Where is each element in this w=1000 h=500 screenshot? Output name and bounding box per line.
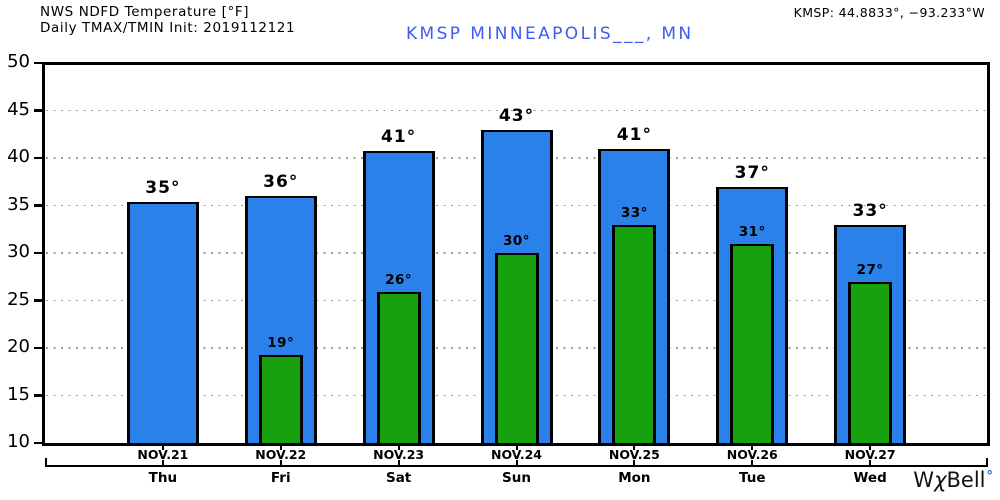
tmax-bar [127, 202, 199, 443]
y-axis-label: 50 [0, 52, 30, 72]
tmin-bar [495, 253, 539, 443]
y-axis-tick [34, 442, 43, 445]
day-axis-endcap-left [45, 458, 47, 467]
x-axis-day-label: Sat [354, 471, 444, 486]
day-axis-line [45, 465, 988, 467]
tmin-bar [377, 292, 421, 443]
tmax-value-label: 41° [594, 126, 674, 145]
tmin-value-label: 27° [830, 263, 910, 278]
tmin-bar [848, 282, 892, 444]
tmax-value-label: 41° [359, 128, 439, 147]
y-axis-tick [34, 299, 43, 302]
logo-suffix: Bell [947, 468, 986, 492]
y-axis-tick [34, 394, 43, 397]
plot-layer: 10152025303540455035°NOV.21Thu36°19°NOV.… [0, 0, 1000, 500]
x-axis-day-label: Tue [707, 471, 797, 486]
y-axis-tick [34, 109, 43, 112]
y-axis-label: 15 [0, 385, 30, 405]
forecast-chart: NWS NDFD Temperature [°F] Daily TMAX/TMI… [0, 0, 1000, 500]
tmax-value-label: 33° [830, 202, 910, 221]
y-axis-label: 10 [0, 432, 30, 452]
x-axis-day-label: Sun [472, 471, 562, 486]
tmax-value-label: 35° [123, 179, 203, 198]
y-axis-label: 20 [0, 337, 30, 357]
wxbell-logo: WχBell° [880, 468, 992, 492]
tmin-bar [730, 244, 774, 444]
y-axis-tick [34, 347, 43, 350]
x-axis-day-label: Mon [589, 471, 679, 486]
logo-degree-icon: ° [987, 469, 994, 484]
tmin-bar [259, 355, 303, 443]
x-axis-day-label: Thu [118, 471, 208, 486]
day-axis-endcap-right [986, 458, 988, 467]
logo-chi: χ [934, 468, 946, 492]
tmin-value-label: 33° [594, 206, 674, 221]
y-axis-label: 45 [0, 100, 30, 120]
tmin-value-label: 30° [477, 234, 557, 249]
y-axis-label: 25 [0, 290, 30, 310]
y-axis-label: 35 [0, 195, 30, 215]
y-axis-tick [34, 62, 43, 65]
y-axis-label: 30 [0, 242, 30, 262]
logo-prefix: W [913, 468, 934, 492]
x-axis-day-label: Fri [236, 471, 326, 486]
tmin-value-label: 26° [359, 273, 439, 288]
tmin-bar [612, 225, 656, 444]
y-axis-tick [34, 252, 43, 255]
tmax-value-label: 43° [477, 107, 557, 126]
tmin-value-label: 19° [241, 336, 321, 351]
y-axis-tick [34, 157, 43, 160]
tmax-value-label: 37° [712, 164, 792, 183]
tmax-value-label: 36° [241, 173, 321, 192]
y-axis-tick [34, 204, 43, 207]
y-axis-label: 40 [0, 147, 30, 167]
tmin-value-label: 31° [712, 225, 792, 240]
